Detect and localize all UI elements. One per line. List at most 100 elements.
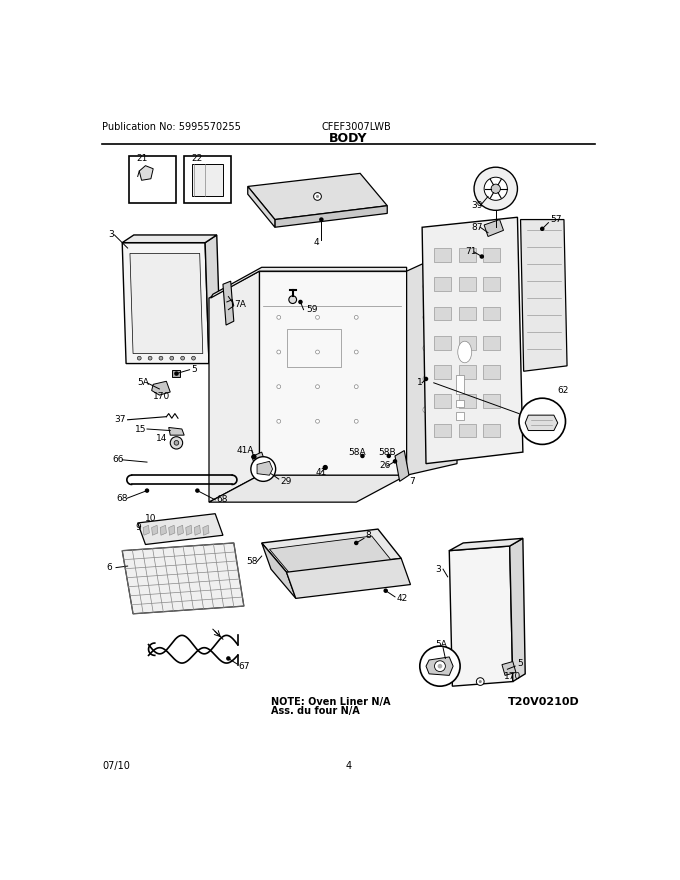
Polygon shape — [483, 277, 500, 291]
Polygon shape — [422, 217, 523, 464]
Circle shape — [159, 356, 163, 360]
Circle shape — [423, 314, 429, 320]
Circle shape — [354, 350, 358, 354]
Circle shape — [181, 356, 184, 360]
Polygon shape — [502, 662, 516, 676]
Circle shape — [519, 398, 566, 444]
Polygon shape — [205, 235, 220, 363]
Text: 4: 4 — [345, 761, 352, 771]
Circle shape — [316, 385, 320, 389]
Circle shape — [146, 489, 148, 492]
Bar — [456, 400, 464, 407]
Text: 7A: 7A — [234, 300, 245, 309]
Polygon shape — [130, 253, 203, 354]
Polygon shape — [434, 277, 451, 291]
Circle shape — [251, 457, 275, 481]
Text: 5A: 5A — [435, 640, 447, 649]
Text: 41: 41 — [316, 467, 327, 477]
Text: T20V0210D: T20V0210D — [507, 697, 579, 707]
Polygon shape — [426, 656, 453, 676]
Circle shape — [316, 420, 320, 423]
Polygon shape — [169, 525, 175, 535]
Text: 8: 8 — [366, 531, 371, 539]
Polygon shape — [209, 475, 407, 502]
Polygon shape — [483, 365, 500, 379]
Polygon shape — [203, 525, 209, 535]
Circle shape — [299, 300, 302, 304]
Text: 07/10: 07/10 — [102, 761, 130, 771]
Polygon shape — [122, 235, 217, 243]
Polygon shape — [152, 525, 158, 535]
Ellipse shape — [458, 341, 472, 363]
Circle shape — [541, 227, 544, 231]
Text: 5: 5 — [191, 365, 197, 374]
Circle shape — [137, 356, 141, 360]
Polygon shape — [510, 539, 525, 682]
Circle shape — [361, 454, 364, 458]
Circle shape — [277, 385, 281, 389]
Circle shape — [316, 195, 319, 198]
Text: 21: 21 — [136, 154, 148, 163]
Polygon shape — [211, 268, 407, 298]
Polygon shape — [484, 219, 503, 237]
Bar — [438, 346, 449, 352]
Text: 170: 170 — [153, 392, 171, 401]
Text: 68: 68 — [116, 494, 128, 502]
Text: 7: 7 — [409, 477, 415, 486]
Polygon shape — [458, 365, 475, 379]
Circle shape — [491, 184, 500, 194]
Text: 10: 10 — [146, 514, 157, 523]
Text: 3: 3 — [435, 565, 441, 574]
Text: 87: 87 — [471, 223, 482, 231]
Polygon shape — [483, 423, 500, 437]
Polygon shape — [275, 206, 387, 227]
Text: CFEF3007LWB: CFEF3007LWB — [322, 122, 391, 132]
Text: 1: 1 — [417, 378, 422, 387]
Circle shape — [313, 193, 322, 201]
Circle shape — [423, 407, 429, 413]
Text: 170: 170 — [503, 672, 521, 681]
Text: 14: 14 — [156, 434, 168, 443]
Circle shape — [316, 315, 320, 319]
Text: 57: 57 — [550, 215, 562, 224]
Circle shape — [477, 678, 484, 686]
Polygon shape — [248, 173, 387, 219]
Circle shape — [289, 296, 296, 304]
Polygon shape — [139, 165, 153, 180]
Circle shape — [424, 378, 428, 380]
Text: 5: 5 — [517, 659, 523, 668]
Polygon shape — [160, 525, 167, 535]
Circle shape — [484, 177, 507, 201]
Polygon shape — [122, 543, 244, 614]
Bar — [438, 315, 449, 321]
Polygon shape — [395, 451, 409, 481]
Circle shape — [438, 664, 442, 669]
Polygon shape — [458, 336, 475, 349]
Polygon shape — [252, 452, 265, 466]
Text: 5A: 5A — [137, 378, 150, 387]
Circle shape — [479, 680, 482, 683]
Polygon shape — [177, 525, 184, 535]
Polygon shape — [434, 336, 451, 349]
Polygon shape — [286, 558, 411, 598]
Text: Publication No: 5995570255: Publication No: 5995570255 — [102, 122, 241, 132]
Bar — [456, 375, 464, 394]
Circle shape — [320, 218, 323, 221]
Bar — [456, 412, 464, 420]
Circle shape — [174, 441, 179, 445]
Text: 58B: 58B — [378, 448, 396, 457]
Text: 15: 15 — [135, 424, 147, 434]
Polygon shape — [458, 277, 475, 291]
Circle shape — [423, 376, 429, 382]
Polygon shape — [434, 365, 451, 379]
Circle shape — [277, 350, 281, 354]
Circle shape — [316, 350, 320, 354]
Polygon shape — [483, 248, 500, 262]
Circle shape — [196, 489, 199, 492]
Circle shape — [227, 656, 230, 660]
Polygon shape — [169, 428, 184, 435]
Circle shape — [474, 167, 517, 210]
Polygon shape — [434, 248, 451, 262]
Text: 42: 42 — [396, 594, 408, 603]
Polygon shape — [407, 248, 457, 475]
